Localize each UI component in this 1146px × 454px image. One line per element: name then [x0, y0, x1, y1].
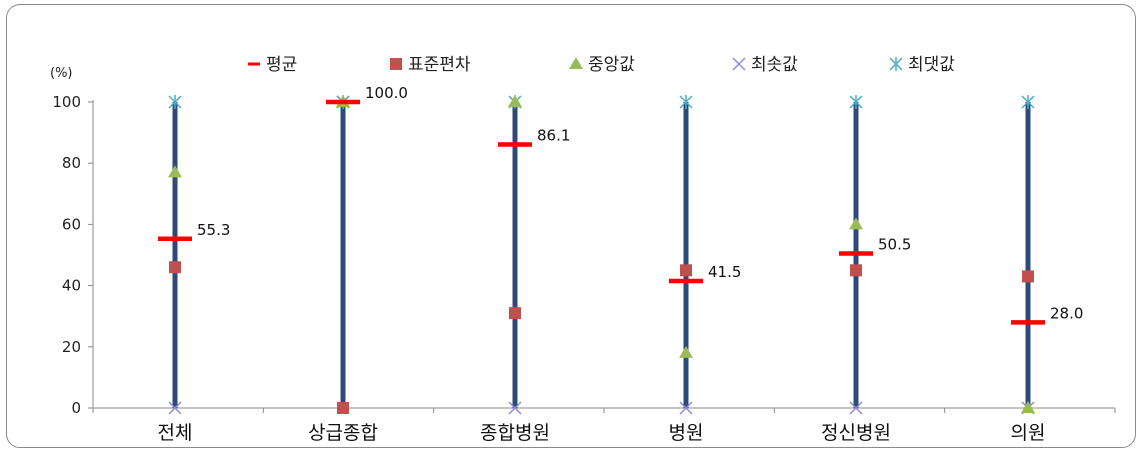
- y-tick-label: 20: [62, 338, 81, 356]
- x-stroke: [168, 401, 182, 415]
- 표준편차-marker: [1022, 270, 1034, 283]
- x-category-label: 상급종합: [308, 422, 378, 444]
- 최솟값-marker: [168, 401, 182, 415]
- 최솟값-marker: [849, 401, 863, 415]
- 표준편차-marker: [680, 264, 692, 277]
- 최댓값-marker: [168, 95, 182, 109]
- mean-data-label: 41.5: [708, 263, 741, 281]
- chart-marks: 55.3 100.0 86.1 41.5 50.5 28.0: [158, 84, 1083, 415]
- legend-x-symbol: [732, 57, 746, 71]
- 표준편차-marker: [337, 402, 349, 414]
- 표준편차-marker: [850, 264, 862, 277]
- legend-label: 중앙값: [588, 55, 635, 75]
- legend-square-symbol: [390, 58, 402, 70]
- x-category-label: 병원: [669, 422, 704, 444]
- x-stroke: [679, 401, 693, 415]
- mean-data-label: 86.1: [537, 127, 570, 145]
- 중앙값-marker: [1021, 401, 1035, 413]
- 최댓값-marker: [679, 95, 693, 109]
- y-tick-label: 100: [52, 93, 81, 111]
- mean-data-label: 50.5: [878, 235, 911, 253]
- y-tick-label: 60: [62, 215, 81, 233]
- 최솟값-marker: [508, 401, 522, 415]
- x-category-label: 정신병원: [821, 422, 891, 444]
- axes: 0 20 40 60 80 100 전체 상급종합 종합병원 병원 정신병원 의원: [52, 93, 1116, 444]
- x-category-label: 의원: [1011, 422, 1046, 444]
- 중앙값-marker: [849, 217, 863, 230]
- 최솟값-marker: [679, 401, 693, 415]
- legend-label: 최댓값: [908, 55, 955, 75]
- mean-data-label: 55.3: [197, 221, 230, 239]
- legend-label: 최솟값: [751, 55, 798, 75]
- 중앙값-marker: [168, 165, 182, 178]
- x-category-label: 전체: [158, 422, 193, 444]
- mean-data-label: 28.0: [1050, 304, 1083, 322]
- legend-label: 평균: [266, 55, 297, 75]
- legend: 평균 표준편차 중앙값 최솟값 최댓값: [248, 55, 955, 75]
- 표준편차-marker: [169, 261, 181, 274]
- y-tick-label: 40: [62, 277, 81, 295]
- legend-star-symbol: [889, 57, 903, 71]
- x-stroke: [732, 57, 746, 71]
- y-axis-unit-label: (%): [50, 66, 73, 81]
- mean-data-label: 100.0: [365, 84, 408, 102]
- 최댓값-marker: [849, 95, 863, 109]
- 표준편차-marker: [509, 307, 521, 320]
- y-tick-label: 80: [62, 154, 81, 172]
- legend-triangle-symbol: [569, 57, 583, 69]
- x-category-label: 종합병원: [480, 422, 550, 444]
- x-stroke: [849, 401, 863, 415]
- 중앙값-marker: [508, 95, 522, 107]
- x-stroke: [508, 401, 522, 415]
- y-tick-label: 0: [71, 399, 81, 417]
- 최댓값-marker: [1021, 95, 1035, 109]
- 중앙값-marker: [679, 345, 693, 358]
- legend-label: 표준편차: [408, 55, 471, 75]
- chart-frame: [6, 4, 1136, 448]
